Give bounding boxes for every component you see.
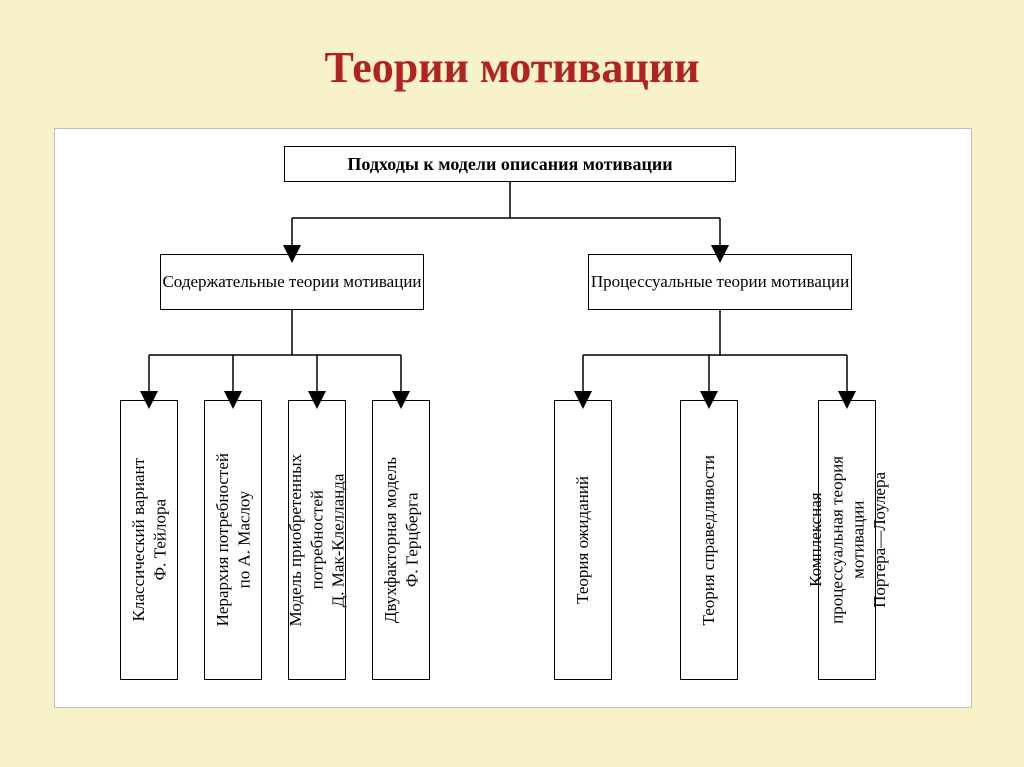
node-leaf-5: Теория ожиданий — [554, 400, 612, 680]
node-leaf-7-label: Комплексная процессуальная теория мотива… — [805, 456, 890, 624]
node-leaf-2: Иерархия потребностей по А. Маслоу — [204, 400, 262, 680]
node-leaf-6: Теория справедливости — [680, 400, 738, 680]
node-leaf-3-label: Модель приобретенных потребностей Д. Мак… — [285, 454, 349, 626]
node-leaf-3: Модель приобретенных потребностей Д. Мак… — [288, 400, 346, 680]
node-mid-right: Процессуальные теории мотивации — [588, 254, 852, 310]
node-leaf-2-label: Иерархия потребностей по А. Маслоу — [212, 453, 255, 626]
node-leaf-1: Классический вариант Ф. Тейлора — [120, 400, 178, 680]
node-leaf-4: Двухфакторная модель Ф. Герцберга — [372, 400, 430, 680]
slide-title: Теории мотивации — [0, 42, 1024, 93]
node-leaf-5-label: Теория ожиданий — [572, 476, 593, 604]
node-mid-left: Содержательные теории мотивации — [160, 254, 424, 310]
node-mid-left-label: Содержательные теории мотивации — [162, 271, 421, 292]
node-mid-right-label: Процессуальные теории мотивации — [591, 271, 849, 292]
slide: Теории мотивации Подходы к модели описан… — [0, 0, 1024, 767]
node-leaf-4-label: Двухфакторная модель Ф. Герцберга — [380, 457, 423, 623]
node-root: Подходы к модели описания мотивации — [284, 146, 736, 182]
node-root-label: Подходы к модели описания мотивации — [347, 153, 672, 176]
node-leaf-7: Комплексная процессуальная теория мотива… — [818, 400, 876, 680]
node-leaf-1-label: Классический вариант Ф. Тейлора — [128, 458, 171, 621]
node-leaf-6-label: Теория справедливости — [698, 455, 719, 626]
